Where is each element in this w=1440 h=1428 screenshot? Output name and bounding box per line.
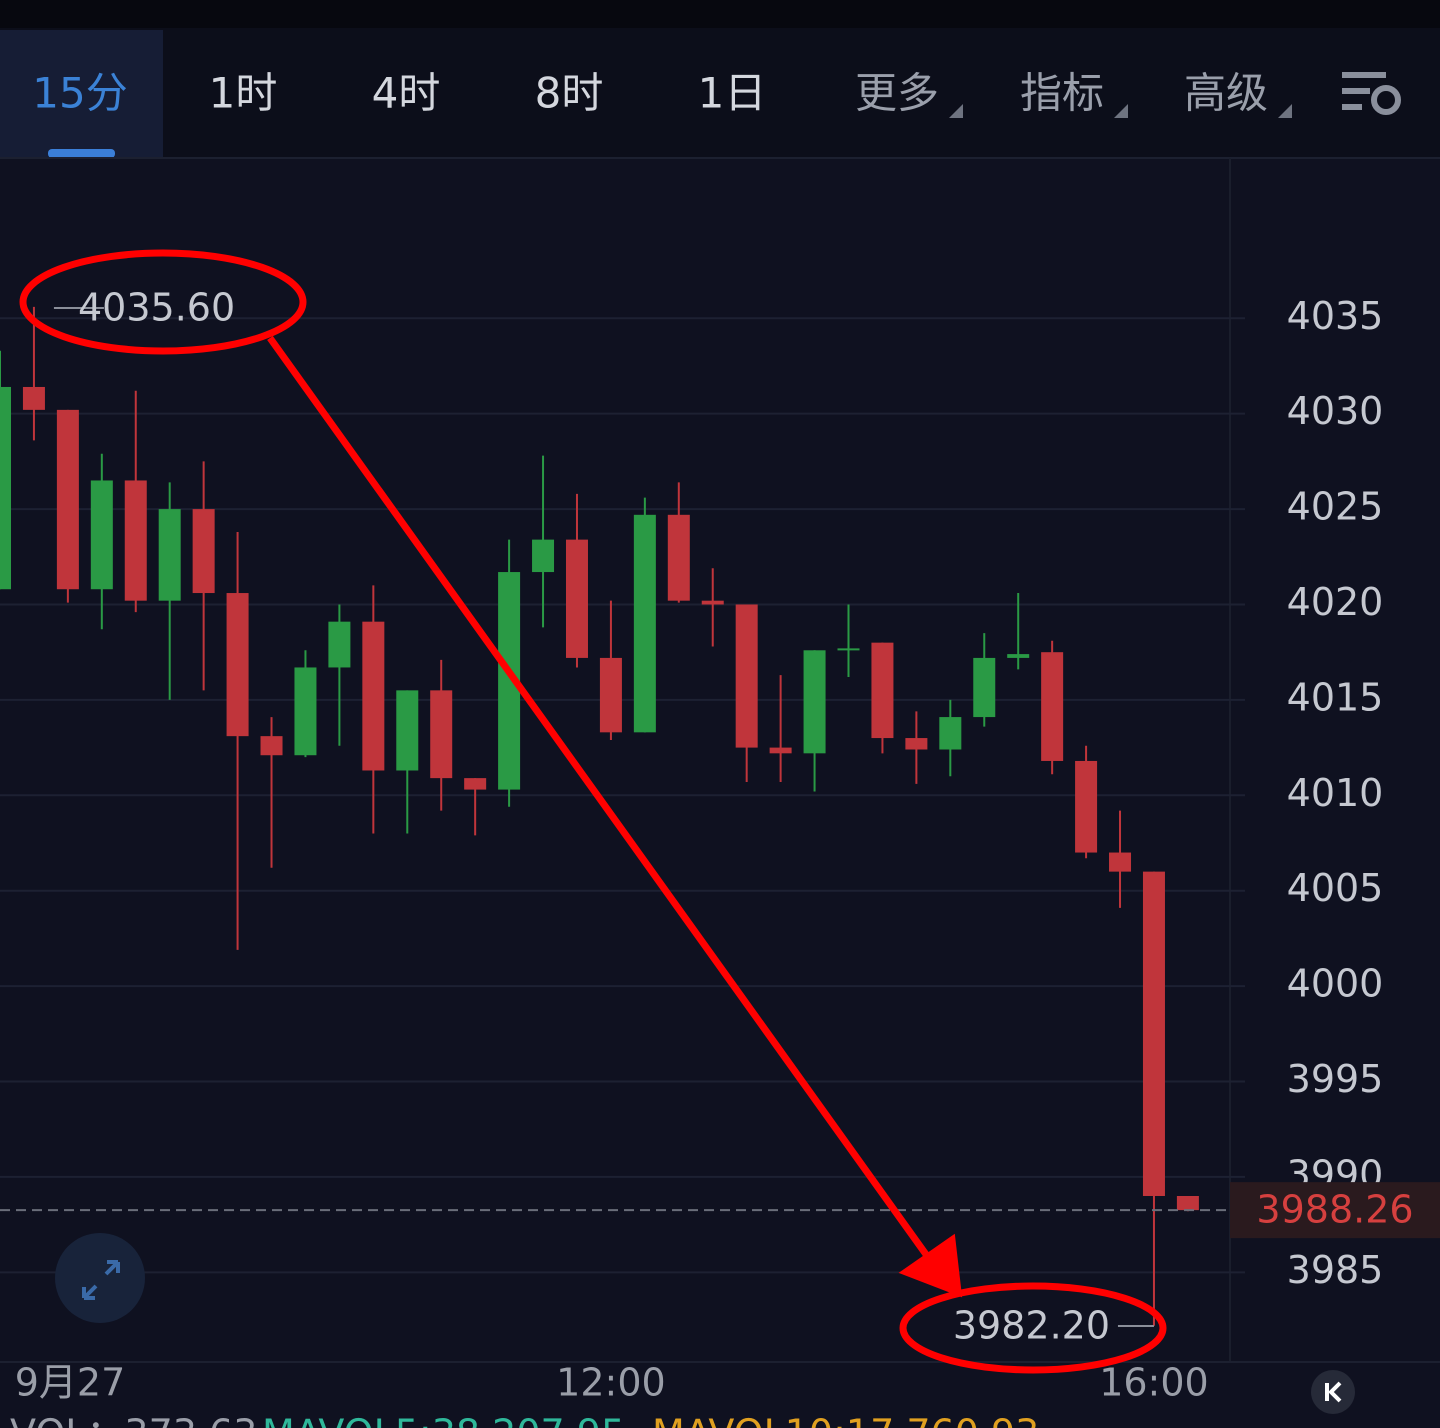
candle-body <box>328 621 351 668</box>
status-strip <box>0 0 1440 28</box>
candle-body <box>192 509 215 594</box>
dropdown-triangle <box>1114 104 1128 118</box>
candle-body <box>1142 871 1165 1196</box>
candle-body <box>430 690 453 779</box>
candle-body <box>1176 1195 1199 1211</box>
y-tick-label: 3995 <box>1287 1057 1384 1101</box>
y-tick-label: 4010 <box>1287 771 1384 815</box>
candle-body <box>871 642 894 739</box>
y-tick-label: 4035 <box>1287 294 1384 338</box>
candle-body <box>599 657 622 733</box>
icon-part <box>1342 88 1370 94</box>
x-tick-label: 12:00 <box>556 1361 666 1405</box>
tab[interactable]: 4时 <box>372 69 441 118</box>
dropdown-triangle <box>949 104 963 118</box>
x-tick-label: 9月27 <box>15 1361 126 1405</box>
volume-legend: VOL：373.63 <box>10 1412 257 1428</box>
y-tick-label: 4015 <box>1287 675 1384 719</box>
tab[interactable]: 高级 <box>1184 69 1268 118</box>
y-tick-label: 4000 <box>1287 962 1384 1006</box>
tab[interactable]: 1日 <box>698 69 767 118</box>
highlight-ellipse <box>899 1282 1167 1374</box>
candle-body <box>124 480 147 601</box>
arrow-line <box>267 335 933 1263</box>
scroll-end-icon <box>1325 1381 1342 1403</box>
low-label: 3982.20 <box>953 1304 1110 1348</box>
candle-body <box>22 386 45 410</box>
tab[interactable]: 更多 <box>855 69 939 118</box>
icon-part <box>1342 104 1362 110</box>
tab[interactable]: 1时 <box>209 69 278 118</box>
candle-body <box>803 650 826 754</box>
y-tick-label: 4025 <box>1287 485 1384 529</box>
candle-body <box>1041 652 1064 761</box>
settings-icon[interactable] <box>1342 72 1401 115</box>
candle-body <box>565 539 588 658</box>
expand-icon <box>82 1260 120 1300</box>
candle-body <box>0 386 11 590</box>
candle-body <box>532 539 555 573</box>
candle-body <box>260 736 283 756</box>
candle-body <box>56 409 79 590</box>
volume-legend: MAVOL10:17,760.93 <box>652 1412 1039 1428</box>
icon-part <box>1371 85 1401 115</box>
candle-body <box>905 738 928 750</box>
current-price-label: 3988.26 <box>1256 1188 1413 1232</box>
y-tick-label: 4020 <box>1287 580 1384 624</box>
tab[interactable]: 15分 <box>32 69 127 118</box>
arrow-head <box>898 1233 963 1298</box>
dropdown-triangle <box>1278 104 1292 118</box>
candle-body <box>735 604 758 748</box>
expand-button[interactable] <box>55 1233 145 1323</box>
tab[interactable]: 指标 <box>1020 69 1104 118</box>
candle-body <box>837 648 860 651</box>
x-tick-label: 16:00 <box>1099 1361 1209 1405</box>
candle-body <box>769 747 792 754</box>
icon-part <box>1342 72 1386 78</box>
candle-body <box>498 572 521 790</box>
y-tick-label: 3985 <box>1287 1248 1384 1292</box>
active-tab-indicator <box>48 149 115 158</box>
candle-body <box>464 778 487 790</box>
candle-body <box>396 690 419 771</box>
candle-body <box>1075 760 1098 853</box>
volume-legend: MAVOL5:38,207.95 <box>262 1412 625 1428</box>
current-price-box <box>1230 1182 1440 1239</box>
highlight-ellipse <box>19 249 307 355</box>
y-tick-label: 4005 <box>1287 866 1384 910</box>
active-tab-bg <box>0 30 163 158</box>
candle-body <box>939 717 962 750</box>
candle-body <box>1007 654 1030 658</box>
y-tick-label: 4030 <box>1287 389 1384 433</box>
candle-body <box>667 514 690 601</box>
tab[interactable]: 8时 <box>535 69 604 118</box>
high-label: 4035.60 <box>78 286 235 330</box>
candle-body <box>362 621 385 771</box>
candle-body <box>701 600 724 605</box>
candle-body <box>158 509 181 601</box>
candle-body <box>633 514 656 733</box>
candle-body <box>294 667 317 756</box>
candle-body <box>90 480 113 590</box>
candle-body <box>973 657 996 718</box>
candle-body <box>226 593 249 737</box>
annotation <box>19 249 1167 1374</box>
candle-body <box>1109 852 1132 872</box>
